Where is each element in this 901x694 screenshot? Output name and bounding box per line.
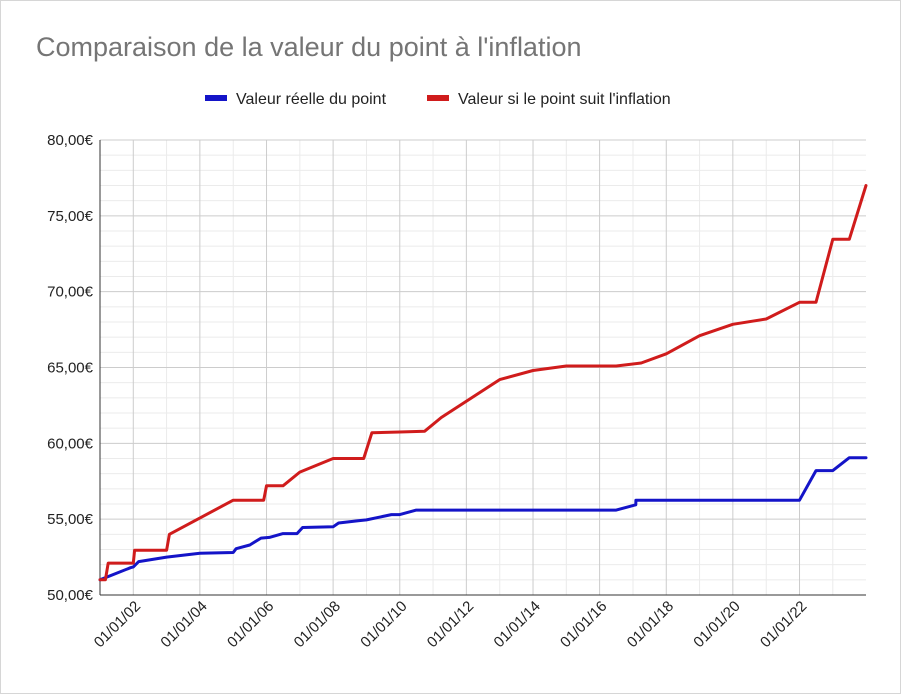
y-tick-label: 80,00€ [47, 132, 94, 149]
series-line-2 [98, 184, 868, 582]
x-tick-label: 01/01/16 [557, 598, 610, 651]
y-tick-label: 75,00€ [47, 208, 94, 225]
legend-swatch-2 [427, 95, 449, 101]
x-tick-label: 01/01/02 [91, 598, 144, 651]
x-tick-label: 01/01/20 [690, 598, 743, 651]
x-tick-label: 01/01/10 [357, 598, 410, 651]
series-line-1 [98, 456, 868, 582]
x-tick-label: 01/01/22 [757, 598, 810, 651]
chart-axes [99, 140, 866, 596]
x-tick-label: 01/01/14 [491, 598, 544, 651]
chart-series [98, 184, 868, 582]
legend-swatch-1 [205, 95, 227, 101]
x-tick-label: 01/01/12 [424, 598, 477, 651]
legend-label-2: Valeur si le point suit l'inflation [458, 91, 671, 108]
y-tick-label: 65,00€ [47, 360, 94, 377]
legend-label-1: Valeur réelle du point [236, 91, 387, 108]
major-gridlines [100, 139, 866, 595]
x-tick-label: 01/01/06 [224, 598, 277, 651]
x-tick-label: 01/01/08 [291, 598, 344, 651]
y-tick-label: 70,00€ [47, 284, 94, 301]
x-axis-tick-labels: 01/01/02 01/01/04 01/01/06 01/01/08 01/01/10… [91, 598, 811, 651]
y-tick-label: 50,00€ [47, 587, 94, 604]
y-tick-label: 55,00€ [47, 511, 94, 528]
chart-legend: Valeur réelle du point Valeur si le point… [205, 91, 671, 108]
y-tick-label: 60,00€ [47, 435, 94, 452]
chart-title: Comparaison de la valeur du point à l'in… [36, 32, 582, 62]
x-tick-label: 01/01/18 [624, 598, 677, 651]
x-tick-label: 01/01/04 [157, 598, 210, 651]
y-axis-tick-labels: 50,00€ 55,00€ 60,00€ 65,00€ 70,00€ 75,00€ 80,0… [47, 132, 94, 604]
